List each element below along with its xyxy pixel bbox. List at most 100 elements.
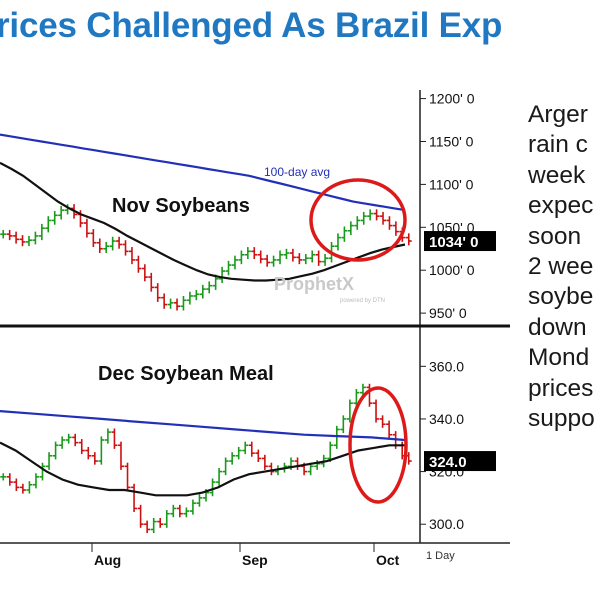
ohlc-bar [51,211,58,225]
ohlc-bar [294,457,301,470]
body-text: Arger rain c week expec soon 2 wee soybe… [528,100,595,434]
ohlc-bar [13,231,20,244]
ohlc-bar [38,223,45,241]
ohlc-bar [268,462,275,476]
ohlc-bar [25,235,32,247]
ohlc-bar [170,504,177,518]
body-line: week [528,161,586,189]
moving-average-100day [0,133,406,212]
y-tick-label: 1200' 0 [429,91,475,107]
moving-average-100day [0,410,406,442]
ohlc-bar [32,231,39,245]
slide-title: rices Challenged As Brazil Exp [0,6,503,45]
ohlc-bar [180,296,187,311]
ohlc-bar [386,216,393,230]
ohlc-bar [340,415,347,434]
x-tick-label: Sep [242,552,268,568]
y-tick-label: 340.0 [429,411,464,427]
ohlc-bar [334,233,341,251]
ohlc-bar [216,467,223,486]
ohlc-bar [327,441,334,463]
ohlc-bar [6,473,13,486]
ohlc-bar [199,284,206,299]
ohlc-bar [193,289,200,301]
body-line: prices [528,374,594,402]
ohlc-bar [353,389,360,407]
ohlc-bar [90,229,97,248]
ohlc-bar [137,504,144,528]
body-line: expec [528,192,594,220]
body-line: rain c [528,131,588,159]
ohlc-bar [46,452,53,470]
ma-annotation: 100-day avg [264,165,330,179]
ohlc-bar [289,248,296,262]
y-tick-label: 1100' 0 [429,176,474,192]
ohlc-bar [309,250,316,263]
last-price-box [424,231,496,252]
ohlc-bar [257,250,264,264]
ohlc-bar [315,250,322,266]
ohlc-bar [229,452,236,465]
ohlc-bar [244,247,251,260]
ohlc-bar [255,449,262,463]
moving-average-fast [0,161,406,282]
y-tick-label: 950' 0 [429,305,467,321]
ohlc-bar [45,216,52,233]
ohlc-bar [235,446,242,460]
ohlc-bar [277,250,284,265]
ohlc-bar [83,218,90,238]
ohlc-bar [206,281,213,294]
y-tick-label: 1000' 0 [429,262,475,278]
ohlc-bar [103,241,110,254]
ohlc-bar [135,255,142,273]
ohlc-bar [209,478,216,497]
ohlc-bar [392,221,399,236]
ohlc-bar [251,247,258,260]
body-line: soybe [528,283,594,311]
ohlc-bar [19,483,26,494]
ohlc-bar [154,283,161,302]
prophetx-watermark: ProphetX [274,274,354,294]
body-line: Arger [528,101,588,128]
highlight-circle [348,386,408,504]
ohlc-bar [322,253,329,266]
ohlc-bar [91,452,98,465]
ohlc-bar [186,291,193,305]
ohlc-bar [373,209,380,221]
body-line: down [528,313,587,341]
moving-average-fast [0,441,405,497]
ohlc-bar [157,517,164,528]
ohlc-bar [39,462,46,481]
ohlc-bar [270,255,277,267]
x-tick-label: Oct [376,552,400,568]
ohlc-bar [386,420,393,439]
ohlc-bar [189,499,196,515]
ohlc-bar [380,211,387,225]
ohlc-bar [111,428,118,449]
ohlc-bar [116,236,123,249]
ohlc-bar [225,260,232,276]
ohlc-bar [238,250,245,265]
ohlc-bar [0,473,7,481]
y-tick-label: 1150' 0 [429,133,474,149]
ohlc-bar [131,483,138,513]
ohlc-bar [296,253,303,265]
ohlc-bar [167,298,174,309]
ohlc-bar [174,298,181,311]
ohlc-bar [163,510,170,528]
ohlc-bar [341,226,348,242]
body-line: suppo [528,405,595,433]
panel-title: Nov Soybeans [112,195,250,217]
ohlc-bar [346,399,353,423]
ohlc-bar [85,446,92,460]
ohlc-bar [366,383,373,407]
prophetx-watermark-sub: powered by DTN [340,298,385,304]
ohlc-bar [242,441,249,455]
ohlc-bar [65,433,72,444]
ohlc-bar [0,229,7,239]
y-tick-label: 300.0 [429,516,464,532]
body-line: 2 wee [528,253,594,281]
ohlc-bar [13,478,20,491]
last-price-box [424,451,496,472]
